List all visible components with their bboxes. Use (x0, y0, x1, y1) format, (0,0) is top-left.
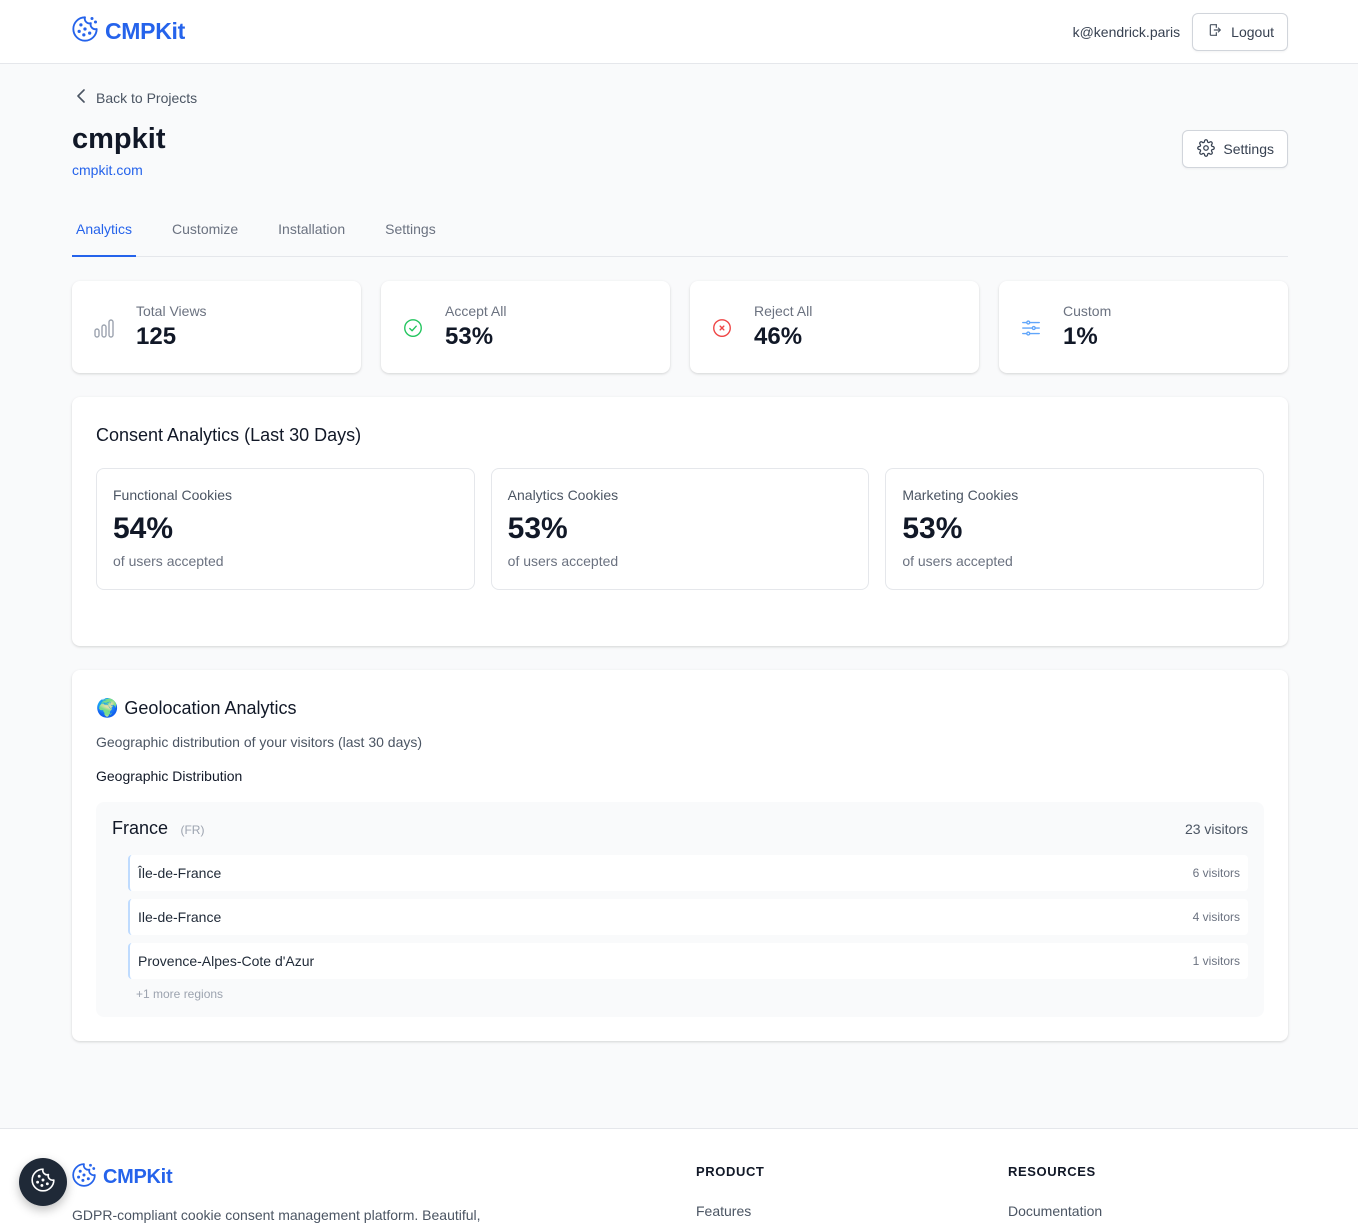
check-circle-icon (401, 316, 425, 340)
globe-icon: 🌍 (96, 698, 119, 718)
settings-label: Settings (1223, 141, 1274, 157)
cookie-subtext: of users accepted (507, 553, 619, 569)
gear-icon (1197, 138, 1216, 160)
cookie-subtext: of users accepted (113, 553, 224, 569)
cookie-label: Marketing Cookies (902, 487, 1019, 503)
x-circle-icon (710, 316, 734, 340)
cookie-label: Analytics Cookies (507, 487, 619, 503)
country-name: France (112, 818, 169, 838)
footer-heading: PRODUCT (696, 1164, 765, 1179)
main-content: Back to Projects cmpkit cmpkit.com Setti… (0, 64, 1358, 1041)
footer-description: GDPR-compliant cookie consent management… (72, 1207, 481, 1223)
stat-value: 125 (136, 323, 177, 350)
footer-brand-name: CMPKit (103, 1166, 173, 1188)
region-list: Île-de-France 6 visitors Ile-de-France 4… (128, 855, 1248, 1001)
footer-brand[interactable]: CMPKit (71, 1162, 173, 1193)
footer-link-features[interactable]: Features (696, 1203, 752, 1219)
logout-button[interactable]: Logout (1192, 12, 1288, 51)
bar-chart-icon (92, 316, 116, 340)
settings-button[interactable]: Settings (1182, 130, 1288, 168)
cookie-subtext: of users accepted (902, 553, 1013, 569)
stat-label: Accept All (445, 303, 507, 319)
back-to-projects-link[interactable]: Back to Projects (76, 89, 197, 106)
page-title: cmpkit (72, 123, 166, 155)
geolocation-panel: 🌍 Geolocation Analytics Geographic distr… (72, 670, 1288, 1041)
footer-column-product: PRODUCT Features (696, 1164, 764, 1219)
chevron-left-icon (76, 89, 88, 106)
footer-link-documentation[interactable]: Documentation (1008, 1203, 1103, 1219)
cookie-value: 54% (113, 512, 174, 545)
cookie-logo-icon (71, 15, 99, 48)
cookie-label: Functional Cookies (113, 487, 233, 503)
consent-analytics-panel: Consent Analytics (Last 30 Days) Functio… (72, 397, 1288, 646)
site-footer: CMPKit GDPR-compliant cookie consent man… (0, 1128, 1358, 1224)
logout-icon (1207, 22, 1223, 41)
region-name: Île-de-France (138, 865, 222, 881)
stat-value: 53% (445, 323, 494, 350)
list-item: Île-de-France 6 visitors (128, 855, 1248, 891)
stat-value: 1% (1063, 323, 1098, 350)
region-visitor-count: 1 visitors (1192, 954, 1240, 968)
stat-card-total-views: Total Views 125 (72, 281, 361, 373)
region-name: Ile-de-France (138, 909, 222, 925)
country-visitor-count: 23 visitors (1184, 820, 1248, 837)
stats-row: Total Views 125 Accept All 53% Rej (72, 281, 1288, 373)
brand-name: CMPKit (105, 18, 185, 44)
tab-customize[interactable]: Customize (172, 221, 239, 237)
stat-card-custom: Custom 1% (999, 281, 1288, 373)
tab-installation[interactable]: Installation (278, 221, 346, 237)
tab-analytics[interactable]: Analytics (72, 214, 137, 257)
stat-label: Total Views (136, 303, 207, 319)
footer-heading: RESOURCES (1008, 1164, 1096, 1179)
list-item: Provence-Alpes-Cote d'Azur 1 visitors (128, 943, 1248, 979)
stat-card-accept-all: Accept All 53% (381, 281, 670, 373)
region-visitor-count: 6 visitors (1192, 866, 1240, 880)
cookie-logo-icon (71, 1162, 97, 1193)
back-label: Back to Projects (96, 89, 198, 106)
cookie-card-functional: Functional Cookies 54% of users accepted (96, 468, 475, 590)
cookie-value: 53% (507, 512, 568, 545)
list-item: Ile-de-France 4 visitors (128, 899, 1248, 935)
region-visitor-count: 4 visitors (1192, 910, 1240, 924)
geolocation-title: 🌍 Geolocation Analytics (96, 694, 1264, 722)
cookie-preferences-button[interactable] (19, 1158, 67, 1206)
tab-settings[interactable]: Settings (385, 221, 436, 237)
project-tabs: Analytics Customize Installation Setting… (72, 214, 1288, 257)
brand-logo[interactable]: CMPKit (71, 15, 185, 48)
project-domain-link[interactable]: cmpkit.com (72, 162, 143, 178)
stat-label: Custom (1063, 303, 1112, 319)
cookie-card-marketing: Marketing Cookies 53% of users accepted (885, 468, 1264, 590)
stat-value: 46% (754, 323, 803, 350)
stat-card-reject-all: Reject All 46% (690, 281, 979, 373)
country-code: (FR) (180, 823, 205, 837)
logout-label: Logout (1231, 23, 1274, 40)
cookie-value: 53% (902, 512, 963, 545)
more-regions-note: +1 more regions (136, 987, 224, 1001)
geographic-distribution-heading: Geographic Distribution (96, 768, 243, 784)
footer-column-resources: RESOURCES Documentation (1008, 1164, 1102, 1219)
consent-analytics-title: Consent Analytics (Last 30 Days) (96, 425, 362, 445)
cookie-icon (30, 1167, 56, 1198)
top-nav: CMPKit k@kendrick.paris Logout (0, 0, 1358, 64)
sliders-icon (1019, 316, 1043, 340)
country-group-france: France (FR) 23 visitors Île-de-France 6 … (96, 802, 1264, 1017)
region-name: Provence-Alpes-Cote d'Azur (138, 953, 315, 969)
user-email: k@kendrick.paris (1072, 23, 1181, 40)
cookie-card-analytics: Analytics Cookies 53% of users accepted (490, 468, 870, 590)
stat-label: Reject All (754, 303, 813, 319)
geolocation-title-text: Geolocation Analytics (124, 698, 297, 718)
geolocation-subtitle: Geographic distribution of your visitors… (96, 734, 423, 750)
